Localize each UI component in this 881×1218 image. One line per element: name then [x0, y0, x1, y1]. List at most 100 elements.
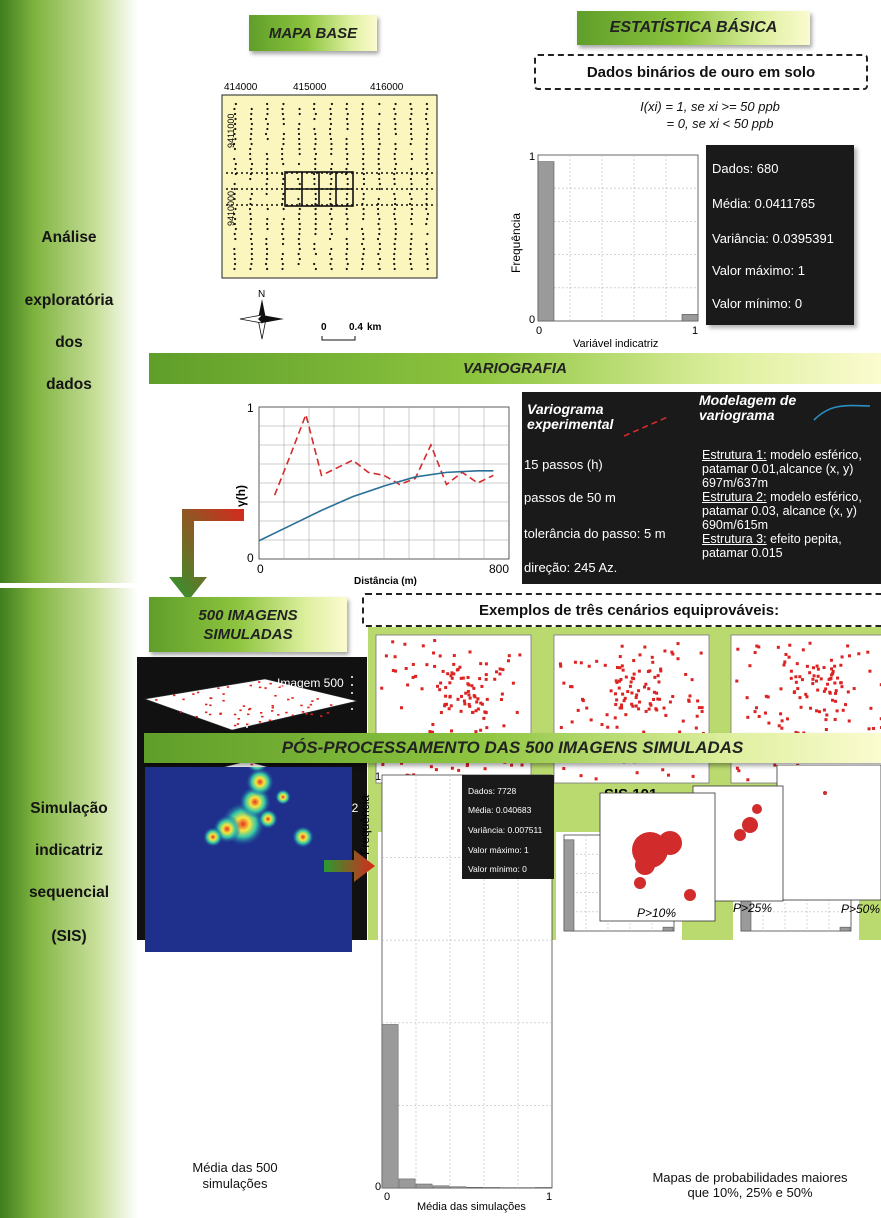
- indicator-cell: [155, 699, 158, 701]
- sample-point: [250, 127, 253, 131]
- sample-point: [378, 137, 381, 141]
- indicator-cell: [431, 722, 435, 726]
- indicator-cell: [595, 659, 599, 663]
- probability-blob: [658, 831, 682, 855]
- sample-point: [298, 112, 301, 116]
- indicator-cell: [219, 712, 222, 715]
- sample-point: [314, 142, 317, 146]
- indicator-cell: [649, 703, 653, 707]
- sample-point: [376, 188, 378, 190]
- side-label-8: (SIS): [51, 928, 87, 945]
- sample-point: [426, 132, 429, 136]
- indicator-cell: [182, 698, 185, 701]
- stat-dados: Dados: 680: [712, 161, 779, 176]
- indicator-cell: [483, 767, 487, 771]
- sample-point: [393, 202, 397, 206]
- indicator-cell: [630, 702, 634, 706]
- indicator-cell: [699, 651, 703, 655]
- indicator-cell: [587, 664, 591, 668]
- examples-title: Exemplos de três cenários equiprováveis:: [362, 593, 881, 627]
- indicator-cell: [735, 679, 739, 683]
- sample-point: [231, 172, 233, 174]
- bar-0: [537, 161, 555, 322]
- indicator-cell: [463, 702, 467, 706]
- indicator-cell: [450, 676, 454, 680]
- indicator-cell: [562, 767, 566, 771]
- indicator-cell: [624, 675, 628, 679]
- sample-point: [362, 147, 365, 151]
- sample-point: [378, 247, 382, 251]
- pos-stat-max: Valor máximo: 1: [468, 845, 529, 855]
- sample-point: [394, 127, 397, 131]
- hotspot: [246, 768, 274, 796]
- indicator-cell: [291, 714, 295, 717]
- indicator-cell: [285, 711, 288, 714]
- sample-point: [362, 172, 365, 176]
- indicator-cell: [449, 729, 453, 733]
- indicator-cell: [381, 762, 385, 766]
- indicator-cell: [696, 699, 700, 703]
- sample-point: [249, 197, 252, 201]
- indicator-cell: [780, 719, 784, 723]
- sample-point: [282, 142, 285, 146]
- estatistica-subtitle: Dados binários de ouro em solo: [534, 54, 868, 90]
- sample-point: [361, 107, 364, 111]
- indicator-cell: [657, 680, 661, 684]
- sample-point: [371, 188, 373, 190]
- sample-point: [386, 172, 388, 174]
- sample-point: [425, 252, 428, 256]
- indicator-cell: [518, 653, 522, 657]
- sample-point: [265, 182, 268, 186]
- sample-point: [297, 177, 300, 181]
- indicator-cell: [824, 718, 828, 722]
- sample-point: [298, 182, 301, 186]
- indicator-cell: [621, 668, 625, 672]
- sample-point: [328, 237, 332, 241]
- indicator-cell: [835, 709, 839, 713]
- probability-map: [776, 765, 881, 901]
- sample-point: [393, 257, 396, 261]
- indicator-cell: [261, 715, 264, 718]
- mapa-base-title: MAPA BASE: [249, 15, 377, 51]
- sample-point: [234, 102, 237, 106]
- sample-point: [298, 212, 301, 216]
- sample-point: [381, 172, 383, 174]
- sample-point: [330, 152, 333, 156]
- sample-point: [425, 197, 428, 201]
- indicator-cell: [217, 687, 220, 690]
- indicator-cell: [666, 773, 670, 777]
- sample-point: [425, 142, 428, 146]
- indicator-cell: [776, 645, 780, 649]
- sample-point: [282, 137, 285, 141]
- sample-point: [329, 132, 332, 136]
- indicator-cell: [222, 699, 225, 702]
- stat-max: Valor máximo: 1: [712, 263, 805, 278]
- indicator-cell: [466, 689, 470, 693]
- indicator-cell: [309, 703, 313, 706]
- sample-point: [345, 212, 348, 216]
- sample-point: [426, 232, 429, 236]
- sample-point: [346, 112, 349, 116]
- map-x-tick: 414000: [224, 82, 258, 93]
- sample-point: [251, 204, 253, 206]
- indicator-cell: [632, 677, 636, 681]
- sample-point: [282, 237, 285, 241]
- sample-point: [393, 152, 396, 156]
- sample-point: [409, 262, 412, 266]
- sample-point: [249, 237, 253, 241]
- indicator-cell: [638, 653, 642, 657]
- indicator-cell: [632, 672, 636, 676]
- structure-3: Estrutura 3: efeito pepita, patamar 0.01…: [702, 532, 842, 560]
- indicator-cell: [558, 662, 562, 666]
- indicator-cell: [468, 696, 472, 700]
- sample-point: [416, 204, 418, 206]
- indicator-cell: [311, 700, 314, 702]
- sample-point: [250, 252, 253, 256]
- sample-point: [421, 188, 423, 190]
- sample-point: [265, 237, 268, 241]
- sample-point: [298, 142, 301, 146]
- sample-point: [362, 167, 365, 171]
- sample-point: [314, 232, 317, 236]
- indicator-cell: [736, 647, 740, 651]
- indicator-cell: [690, 678, 694, 682]
